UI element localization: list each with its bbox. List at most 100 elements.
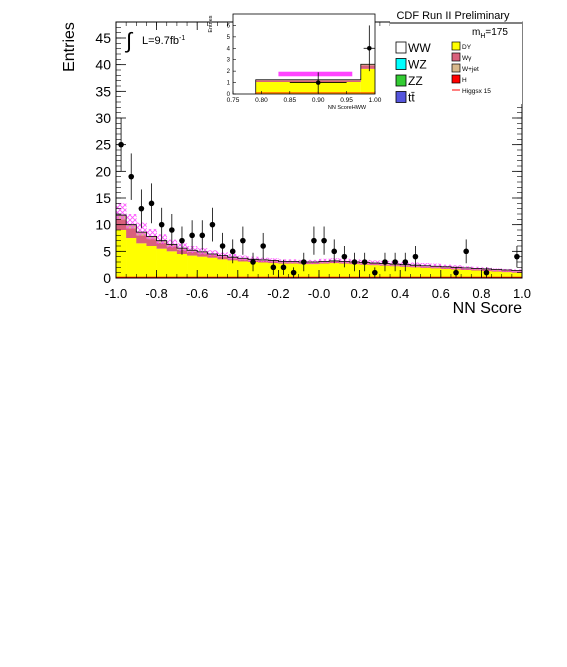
y-tick-label: 10 [95,217,111,233]
legend-swatch-ZZ [395,74,407,87]
uncertainty-bin [116,203,127,220]
bar-DY [207,257,218,278]
data-point [260,243,266,249]
data-point [351,259,358,265]
bar-DY [410,267,421,278]
data-point [514,253,520,260]
inset-y-tick-label: 0 [227,92,231,98]
bar-Wγ [369,264,381,266]
y-tick-label: 30 [95,110,111,126]
x-tick-label: -0.8 [145,286,167,301]
x-tick-label: 1.0 [513,286,531,301]
inset-data-point [315,80,321,85]
legend-label-H: H [462,77,467,84]
bar-Wγ [187,251,198,256]
inset-y-axis-title: Entries [208,15,214,32]
bar-DY [359,264,371,278]
data-point [128,173,135,180]
data-point [189,232,195,239]
data-point [300,259,307,265]
bar-DY [329,263,340,278]
inset-y-tick-label: 3 [227,58,231,64]
uncertainty-bin [319,258,330,264]
inset-x-tick-label: 0.85 [283,97,296,104]
x-tick-label: -0.6 [186,286,208,301]
legend-swatch-Wjet [451,63,461,73]
bar-Wγ [308,263,320,265]
inset-x-tick-label: 0.95 [340,97,353,104]
legend-right-column: DY Wγ W+jet H Higgsx 15 [451,41,491,95]
bar-Wγ [207,255,218,258]
bar-Wγ [197,253,208,257]
bar-DY [237,261,249,278]
inset-y-tick-label: 6 [227,23,231,29]
uncertainty-bin [136,222,147,236]
bar-Wγ [166,246,178,252]
bar-DY [166,251,178,278]
data-point [402,259,409,265]
y-tick-label: 20 [95,163,111,179]
bar-Wγ [430,267,442,269]
inset-y-tick-label: 5 [227,35,231,41]
y-tick-label: 45 [95,30,111,46]
bar-DY [187,255,198,278]
bar-DY [156,248,168,278]
x-tick-label: -0.2 [267,286,289,301]
inset-y-axis: 0 1 2 3 4 5 6 [227,23,236,98]
bar-Wγ [146,239,157,246]
data-point [483,269,490,276]
legend-swatch-WZ [395,58,407,70]
inset-x-tick-label: 0.80 [255,97,268,104]
bar-DY [116,230,127,278]
data-point [158,221,165,228]
bar-DY [217,259,228,278]
data-point [382,259,388,265]
mass-label: mH=175 [472,27,508,40]
inset-bar-DY [255,82,361,94]
data-point [179,237,185,244]
inset-uncertainty-band-rect [278,71,353,77]
inset-x-tick-label: 0.75 [227,97,240,104]
data-point [290,269,297,276]
inset-y-tick-label: 4 [227,46,231,52]
x-tick-label: -0.0 [308,286,330,301]
x-tick-label: -1.0 [105,286,127,301]
bar-DY [146,246,157,278]
data-point [138,205,145,212]
bar-DY [339,263,350,278]
inset-bar-W+jet [360,64,375,66]
data-point [169,227,175,233]
inset-x-tick-label: 1.00 [369,97,382,104]
legend: mH=175 WW WZ ZZ tt̄ DY Wγ W+jet H Higgsx 15 [390,22,522,105]
inset-y-tick-label: 2 [227,69,231,75]
main-y-axis-title: Entries [61,22,78,72]
bar-Wγ [501,271,513,273]
experiment-label-box [390,9,522,23]
x-tick-label: 0.2 [351,286,369,301]
uncertainty-bin [197,248,208,255]
data-point [240,237,246,244]
inset-bar-DY [360,68,375,94]
data-point [311,237,317,244]
legend-left-column: WW WZ ZZ tt̄ [395,41,431,105]
y-tick-label: 0 [103,270,111,286]
data-point [361,259,368,265]
data-point [148,200,155,207]
legend-swatch-DY [451,41,461,51]
y-tick-label: 15 [95,190,111,206]
bar-DY [258,262,269,278]
inset-bar-Wγ [255,80,361,82]
legend-swatch-H [451,74,461,84]
bar-Wγ [440,267,452,269]
data-point [453,269,459,276]
x-tick-label: 0.6 [432,286,450,301]
data-point [412,253,419,260]
bar-DY [491,271,502,278]
data-point [331,248,338,255]
y-tick-label: 5 [103,243,111,259]
bar-DY [126,238,137,278]
bar-DY [379,265,391,278]
bar-Wγ [156,242,168,249]
bar-DY [471,270,482,278]
